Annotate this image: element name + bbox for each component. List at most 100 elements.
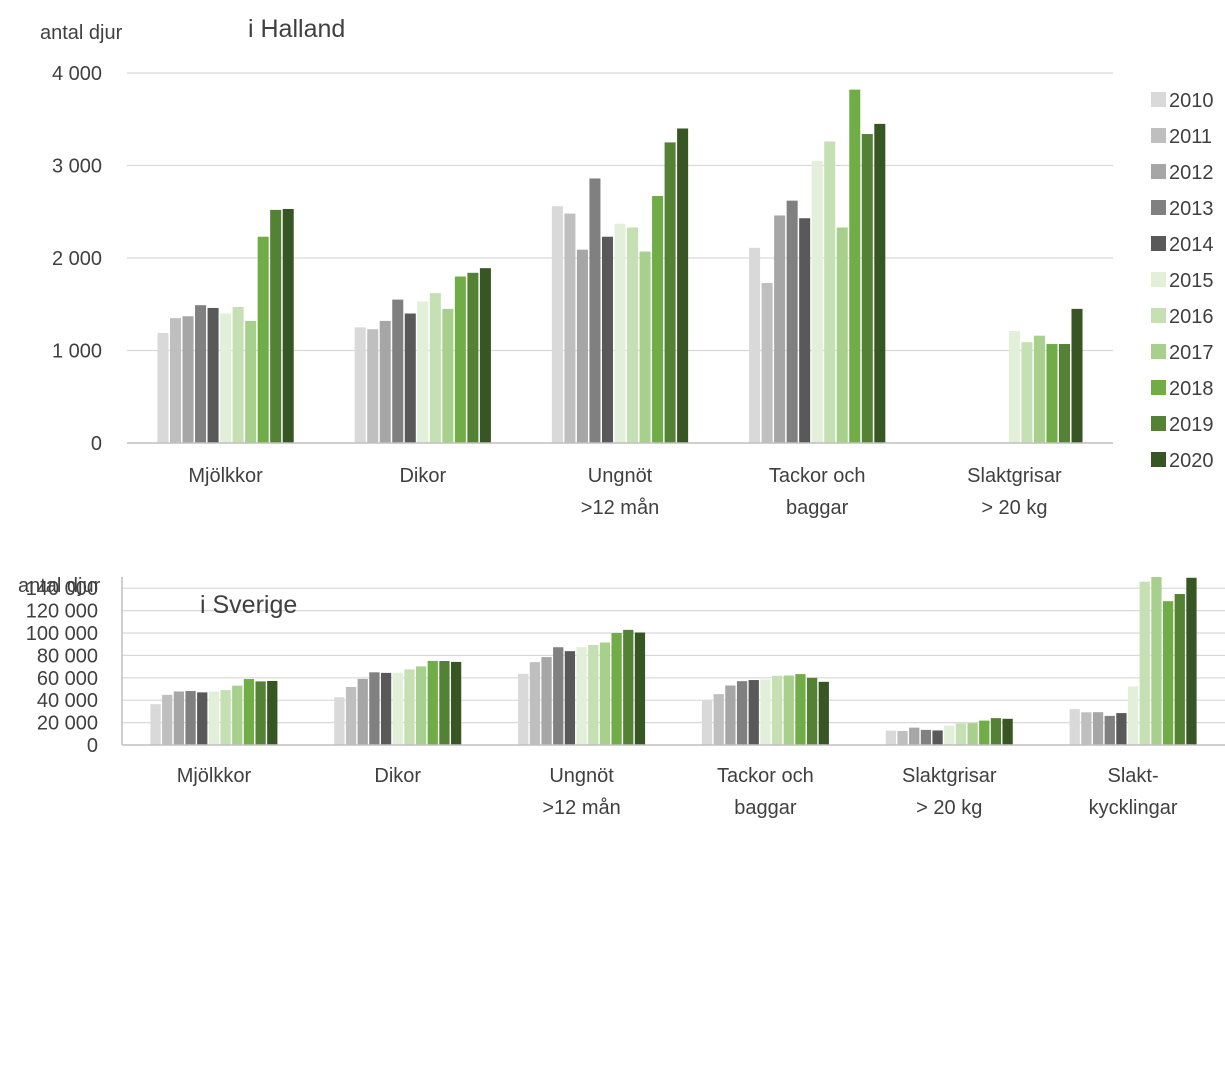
halland-bar-2010	[157, 332, 169, 443]
sverige-y-tick-label: 20 000	[37, 713, 98, 735]
halland-y-ticks: 0 1 000 2 000 3 000 4 000	[52, 63, 102, 455]
sverige-bar-2010	[1069, 709, 1080, 745]
sverige-bar-2012	[173, 691, 185, 745]
sverige-bar-2020	[1002, 718, 1013, 745]
sverige-bar-2013	[369, 672, 380, 745]
legend-swatch-2013	[1151, 200, 1166, 215]
legend-swatch-2010	[1151, 92, 1166, 107]
sverige-x-category-label: > 20 kg	[916, 797, 982, 819]
sverige-bar-2018	[979, 720, 990, 745]
legend: 2010 2011 2012 2013 2014 2015 2016 2017 2018 2019…	[1151, 90, 1214, 472]
halland-bar-2016	[429, 293, 441, 443]
halland-bar-2018	[1046, 344, 1058, 443]
sverige-bar-2010	[334, 697, 345, 745]
halland-bar-2012	[182, 316, 194, 443]
sverige-x-category-label: Dikor	[374, 765, 421, 787]
sverige-bar-2011	[897, 731, 908, 745]
sverige-y-tick-label: 40 000	[37, 690, 98, 712]
legend-swatch-2015	[1151, 272, 1166, 287]
sverige-bar-2018	[611, 633, 622, 745]
halland-bar-2015	[417, 301, 429, 443]
sverige-bar-2019	[990, 718, 1002, 745]
halland-bar-2017	[836, 227, 848, 443]
sverige-bar-2013	[553, 647, 564, 745]
sverige-bar-2019	[806, 677, 818, 745]
sverige-x-category-label: kycklingar	[1089, 797, 1178, 819]
sverige-bar-2015	[944, 725, 955, 745]
halland-bar-2018	[849, 89, 861, 444]
sverige-bar-2020	[1186, 577, 1197, 745]
halland-y-axis-label: antal djur	[40, 22, 123, 44]
halland-bar-2018	[257, 236, 269, 443]
legend-swatch-2018	[1151, 380, 1166, 395]
sverige-x-category-label: Mjölkkor	[177, 765, 252, 787]
sverige-bar-2019	[439, 661, 450, 745]
halland-bar-2016	[627, 227, 639, 443]
halland-y-tick-label: 0	[91, 433, 102, 455]
legend-label-2010: 2010	[1169, 90, 1214, 112]
sverige-bar-2015	[392, 672, 403, 745]
legend-swatch-2020	[1151, 452, 1166, 467]
legend-swatch-2016	[1151, 308, 1166, 323]
sverige-x-categories: Mjölkkor Dikor Ungnöt >12 mån Tackor och bagg…	[177, 765, 1178, 819]
halland-y-tick-label: 4 000	[52, 63, 102, 85]
halland-x-categories: Mjölkkor Dikor Ungnöt >12 mån Tackor och bagg…	[188, 465, 1062, 519]
sverige-bar-2012	[725, 685, 736, 745]
legend-label-2013: 2013	[1169, 198, 1214, 220]
sverige-bar-2012	[1092, 712, 1104, 745]
halland-bar-2020	[1071, 308, 1083, 443]
halland-bar-2018	[454, 276, 466, 443]
sverige-bar-2020	[450, 661, 462, 745]
halland-bar-2012	[774, 215, 786, 443]
sverige-y-tick-label: 0	[87, 735, 98, 757]
halland-bar-2019	[861, 134, 873, 444]
legend-label-2014: 2014	[1169, 234, 1214, 256]
halland-bar-2011	[170, 318, 182, 443]
halland-chart-title: i Halland	[248, 15, 345, 43]
halland-bar-2015	[1008, 331, 1020, 443]
sverige-bar-2011	[529, 662, 541, 745]
halland-y-tick-label: 3 000	[52, 156, 102, 178]
halland-bar-2010	[354, 327, 366, 443]
sverige-bar-2014	[932, 730, 943, 745]
sverige-bar-2012	[357, 678, 368, 745]
sverige-y-tick-label: 100 000	[26, 623, 98, 645]
sverige-bar-2020	[634, 632, 646, 745]
halland-bar-2017	[1033, 335, 1045, 443]
halland-bar-2020	[282, 208, 294, 443]
sverige-bar-2013	[920, 729, 932, 745]
sverige-bar-2010	[701, 700, 713, 745]
legend-label-2020: 2020	[1169, 450, 1214, 472]
sverige-bar-2014	[380, 672, 392, 745]
halland-bar-2010	[551, 206, 563, 443]
halland-bar-2019	[1058, 344, 1070, 443]
sverige-bar-2011	[345, 686, 357, 745]
halland-bar-2014	[601, 236, 613, 443]
halland-bars	[157, 89, 1083, 444]
sverige-bar-2016	[220, 690, 231, 745]
halland-x-category-label: Slaktgrisar	[967, 465, 1062, 487]
halland-x-category-label: Dikor	[399, 465, 446, 487]
sverige-bar-2018	[1162, 601, 1174, 745]
legend-swatch-2014	[1151, 236, 1166, 251]
halland-bar-2012	[379, 320, 391, 443]
sverige-bar-2016	[404, 669, 415, 745]
sverige-bars	[150, 577, 1197, 745]
halland-bar-2014	[404, 313, 416, 443]
halland-x-category-label: Ungnöt	[588, 465, 653, 487]
sverige-bar-2016	[771, 675, 783, 745]
halland-bar-2012	[576, 249, 588, 443]
legend-label-2012: 2012	[1169, 162, 1214, 184]
sverige-bar-2018	[243, 679, 255, 745]
halland-bar-2015	[220, 313, 232, 443]
halland-bar-2011	[564, 213, 576, 443]
sverige-bar-2015	[208, 691, 220, 745]
halland-y-tick-label: 2 000	[52, 248, 102, 270]
halland-bar-2011	[367, 329, 379, 443]
sverige-bar-2010	[518, 673, 529, 745]
halland-bar-2018	[652, 196, 664, 443]
sverige-bar-2015	[576, 647, 587, 745]
legend-swatch-2017	[1151, 344, 1166, 359]
